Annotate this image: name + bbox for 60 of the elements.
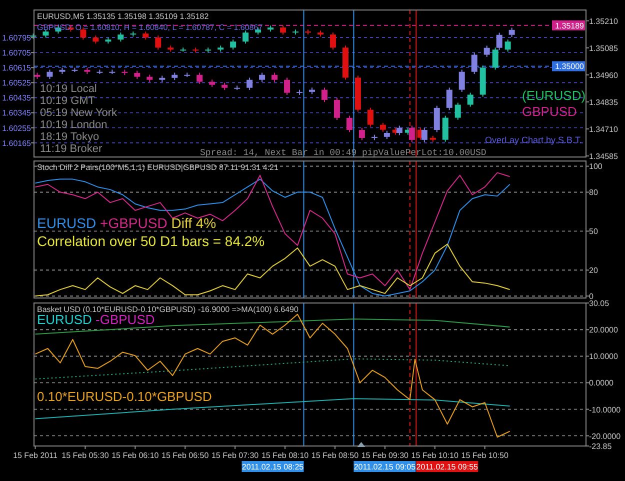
ref-line-label: 2011.02.15 09:55: [416, 462, 479, 472]
y2-tick-label: 1.60345: [2, 108, 32, 118]
y-tick-label: 20.0000: [589, 326, 618, 335]
y-tick-label: 10.0000: [589, 352, 618, 362]
annotation: Correlation over 50 D1 bars = 84.2%: [37, 233, 265, 249]
x-tick-label: 15 Feb 10:50: [461, 451, 509, 460]
x-tick-label: 15 Feb 2011: [13, 451, 58, 460]
annotation: 10:19 London: [40, 119, 108, 131]
chart-title: Basket USD (0.10*EURUSD-0.10*GBPUSD) -16.9000 =>MA(100) 6.6490: [37, 305, 300, 314]
y-tick-label: 1.35210: [589, 16, 618, 26]
y2-tick-label: 1.60525: [2, 78, 32, 88]
text: Diff 4%: [167, 215, 216, 231]
annotation: GBPUSD: [522, 104, 577, 119]
ref-line-label: 2011.02.15 08:25: [242, 462, 304, 472]
y-tick-label: 1.34585: [589, 152, 618, 161]
y-tick-label: 1.34960: [589, 70, 618, 80]
series-label: EURUSD: [37, 215, 96, 231]
x-tick-label: 15 Feb 06:50: [162, 451, 210, 460]
annotation: 10:19 GMT: [40, 95, 96, 107]
y2-tick-label: 1.60255: [2, 124, 32, 133]
y-tick-label: 50: [589, 227, 598, 236]
annotation: (EURUSD): [522, 88, 586, 103]
annotation: EURUSD: [37, 312, 92, 327]
series-label: +GBPUSD: [96, 215, 168, 231]
y-tick-label: 0: [589, 292, 594, 302]
y-tick-label: 30.05: [589, 299, 610, 308]
y2-tick-label: 1.60615: [2, 64, 32, 73]
x-tick-label: 15 Feb 09:30: [361, 451, 410, 460]
x-tick-label: 15 Feb 07:30: [211, 451, 260, 460]
annotation: 11:19 Broker: [40, 143, 102, 155]
x-tick-label: 15 Feb 06:10: [112, 451, 160, 460]
y-tick-label: 80: [589, 188, 598, 198]
y-tick-label: 100: [589, 162, 603, 172]
y-tick-label: 1.35085: [589, 44, 618, 53]
y-tick-label: -10.0000: [589, 405, 622, 414]
ref-line-label: 2011.02.15 09:05: [354, 462, 416, 472]
chart-title: Stoch Diff 2 Pairs(100*M5,1,1) EURUSD|GBPUSD 87.11 91.31 4.21: [37, 163, 280, 172]
y2-tick-label: 1.60795: [2, 34, 32, 43]
y2-tick-label: 1.60705: [2, 48, 32, 58]
y-tick-label: 1.34835: [589, 98, 618, 107]
y-tick-label: -20.0000: [589, 432, 622, 441]
y2-tick-label: 1.60165: [2, 138, 32, 148]
annotation: 05:19 New York: [40, 107, 118, 119]
x-tick-label: 15 Feb 05:30: [62, 451, 110, 460]
x-tick-label: 15 Feb 10:10: [411, 451, 460, 460]
x-tick-label: 15 Feb 08:50: [311, 451, 360, 460]
y-tick-label: 20: [589, 266, 598, 276]
text: 0.10*EURUSD-0.10*GBPUSD: [37, 389, 212, 404]
y2-tick-label: 1.60435: [2, 94, 32, 103]
y-tick-label: 1.34710: [589, 124, 618, 134]
annotation: OverLay Chart by S.B.T.: [484, 135, 582, 145]
y-tick-label: -23.85: [589, 442, 612, 451]
x-tick-label: 15 Feb 08:10: [261, 451, 310, 460]
y-tick-label: 0.0000: [589, 378, 614, 388]
ref-line-label: 1.35000: [555, 62, 585, 72]
annotation: 18:19 Tokyo: [40, 131, 100, 143]
chart-title: EURUSD,M5 1.35135 1.35198 1.35109 1.35182: [37, 12, 210, 21]
annotation: 10:19 Local: [40, 83, 97, 95]
ref-line-label: 1.35189: [555, 21, 585, 30]
annotation: -GBPUSD: [92, 312, 155, 327]
